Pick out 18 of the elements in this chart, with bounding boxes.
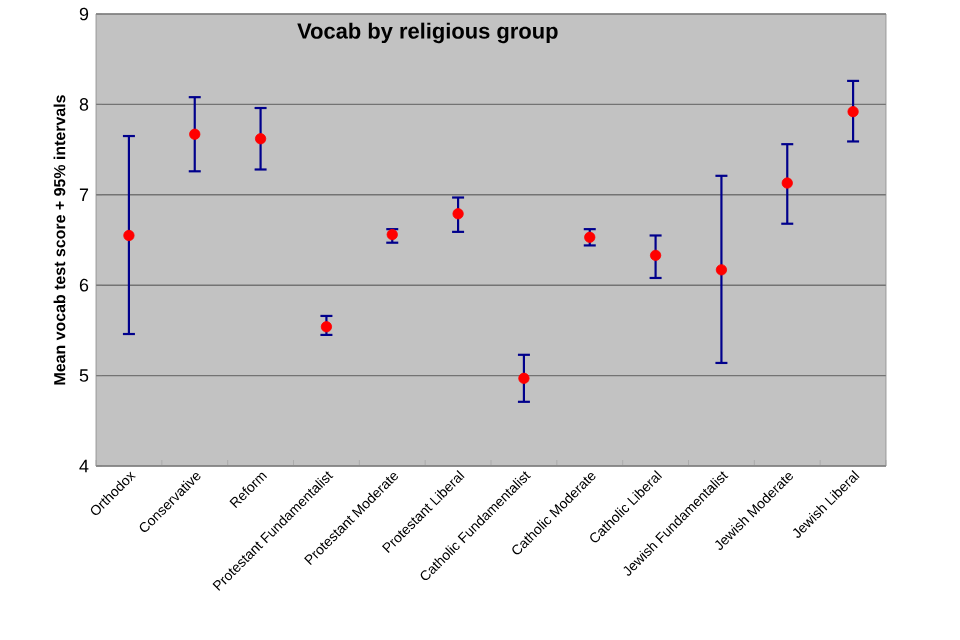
point — [123, 229, 135, 242]
point — [254, 133, 267, 145]
point — [847, 106, 859, 118]
point — [320, 321, 333, 333]
y-tick-label: 9 — [79, 7, 89, 21]
point — [781, 177, 793, 189]
point — [584, 231, 596, 243]
y-tick-label: 7 — [79, 188, 89, 201]
point — [715, 264, 728, 276]
y-tick-label: 8 — [79, 98, 89, 111]
point — [189, 128, 201, 140]
point — [518, 372, 530, 384]
y-tick-label: 4 — [79, 459, 89, 473]
point — [452, 208, 464, 220]
y-tick-label: 6 — [79, 278, 89, 292]
y-tick-label: 5 — [79, 369, 89, 382]
point — [649, 249, 662, 261]
chart-title: Vocab by religious group — [297, 22, 558, 44]
